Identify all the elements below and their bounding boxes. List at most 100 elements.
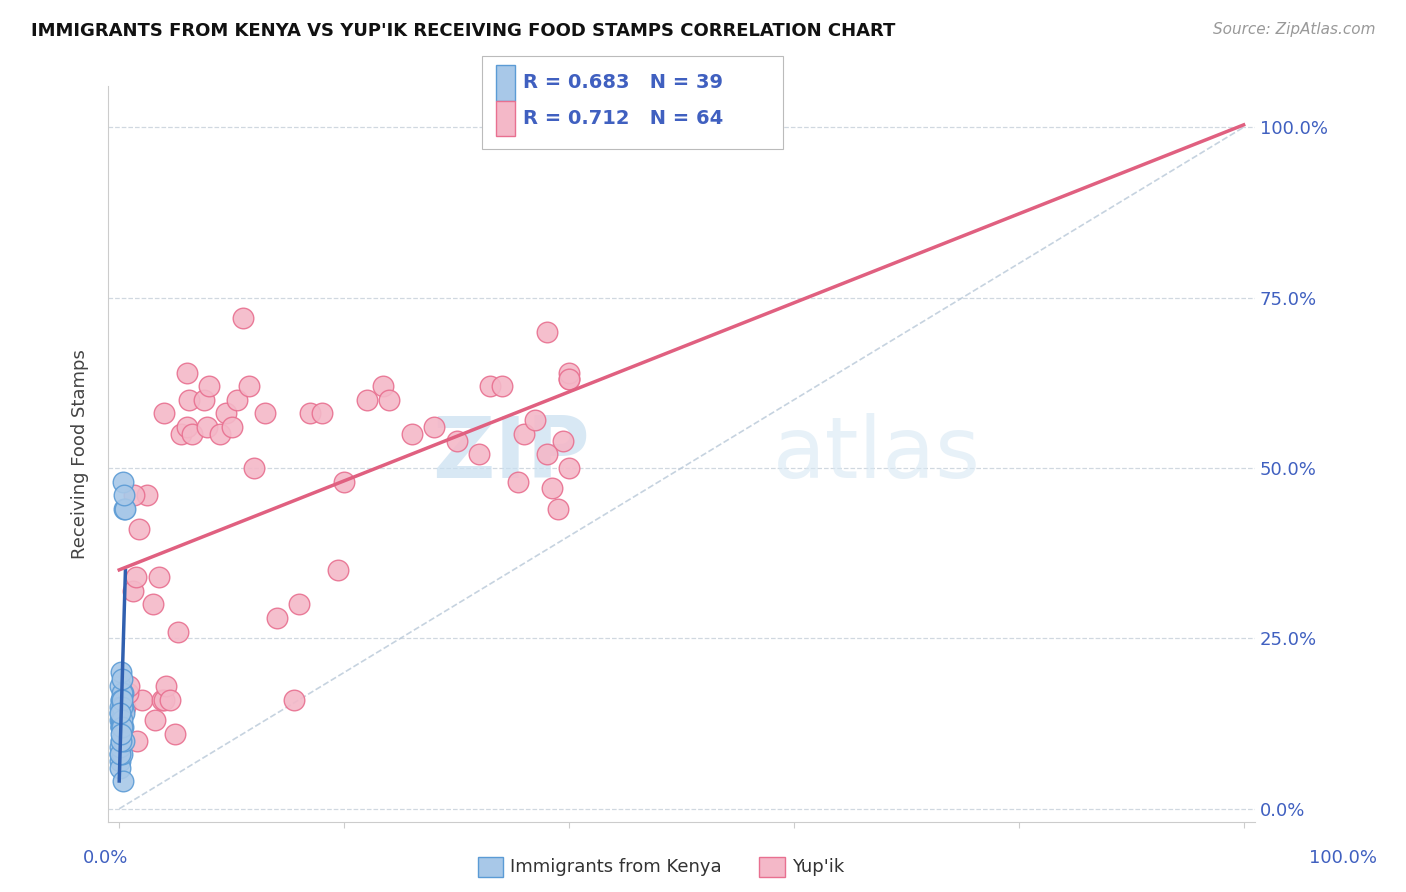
Point (112, 706, 135, 721)
Text: Yup'ik: Yup'ik (792, 858, 844, 876)
Point (215, 407, 238, 421)
Point (558, 372, 581, 386)
Point (110, 733, 132, 747)
Point (558, 372, 581, 386)
Point (311, 407, 333, 421)
Point (110, 747, 132, 762)
Point (536, 325, 558, 339)
Point (333, 475, 356, 489)
Point (446, 434, 468, 448)
Point (299, 407, 322, 421)
Point (108, 740, 131, 755)
Point (423, 420, 446, 434)
Point (328, 563, 350, 577)
Point (111, 692, 134, 706)
Point (547, 502, 569, 516)
Point (111, 686, 134, 700)
Point (198, 379, 221, 393)
Text: Source: ZipAtlas.com: Source: ZipAtlas.com (1212, 22, 1375, 37)
Point (176, 366, 198, 380)
Point (110, 692, 132, 706)
Point (110, 706, 132, 721)
Text: IMMIGRANTS FROM KENYA VS YUP'IK RECEIVING FOOD STAMPS CORRELATION CHART: IMMIGRANTS FROM KENYA VS YUP'IK RECEIVIN… (31, 22, 896, 40)
Point (125, 570, 148, 584)
Point (110, 733, 132, 747)
Point (195, 420, 218, 434)
Point (283, 692, 305, 706)
Point (112, 488, 135, 502)
Point (111, 699, 134, 714)
Point (266, 611, 288, 625)
Point (112, 502, 135, 516)
Point (114, 502, 136, 516)
Point (111, 713, 134, 727)
Point (111, 720, 134, 734)
Point (468, 447, 491, 461)
Point (356, 392, 378, 407)
Point (232, 311, 254, 326)
Point (541, 482, 564, 496)
Point (111, 774, 134, 789)
Point (142, 597, 165, 611)
Text: Immigrants from Kenya: Immigrants from Kenya (510, 858, 723, 876)
Point (127, 733, 149, 747)
Point (111, 747, 134, 762)
Text: atlas: atlas (773, 413, 981, 496)
Text: R = 0.683   N = 39: R = 0.683 N = 39 (523, 73, 723, 93)
Point (479, 379, 502, 393)
Point (553, 434, 575, 448)
Text: 100.0%: 100.0% (1309, 849, 1376, 867)
Point (143, 713, 166, 727)
Point (110, 679, 132, 693)
Point (112, 733, 135, 747)
Point (112, 475, 135, 489)
Point (110, 754, 132, 768)
Point (176, 420, 198, 434)
Point (558, 366, 581, 380)
Point (226, 392, 249, 407)
Point (209, 426, 232, 441)
Point (193, 392, 215, 407)
Point (110, 706, 132, 721)
Point (111, 673, 134, 687)
Point (128, 522, 150, 536)
Point (373, 379, 395, 393)
Point (111, 720, 134, 734)
Point (111, 699, 134, 714)
Point (288, 597, 311, 611)
Point (238, 379, 260, 393)
Point (170, 426, 193, 441)
Point (243, 461, 266, 475)
Point (114, 699, 136, 714)
Point (181, 426, 204, 441)
Point (110, 720, 132, 734)
Point (111, 699, 134, 714)
Point (131, 692, 153, 706)
Point (558, 461, 581, 475)
Text: R = 0.712   N = 64: R = 0.712 N = 64 (523, 109, 723, 128)
Point (401, 426, 423, 441)
Point (110, 706, 132, 721)
Point (254, 407, 277, 421)
Point (118, 679, 141, 693)
Point (111, 686, 134, 700)
Point (148, 570, 170, 584)
Point (110, 727, 132, 741)
Point (117, 686, 139, 700)
Point (108, 713, 131, 727)
Point (513, 426, 536, 441)
Point (150, 692, 173, 706)
Point (153, 692, 176, 706)
Point (121, 583, 143, 598)
Point (108, 761, 131, 775)
Point (378, 392, 401, 407)
Point (110, 720, 132, 734)
Point (491, 379, 513, 393)
Point (177, 392, 200, 407)
Point (166, 624, 188, 639)
Point (108, 747, 131, 762)
Y-axis label: Receiving Food Stamps: Receiving Food Stamps (72, 350, 89, 559)
Point (524, 413, 547, 427)
Point (155, 679, 177, 693)
Point (159, 692, 181, 706)
